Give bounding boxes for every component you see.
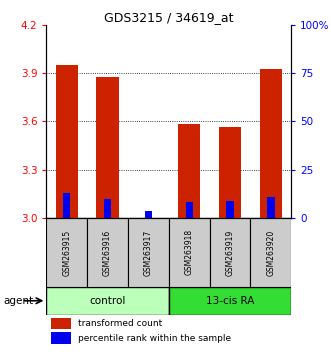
- Bar: [178, 124, 201, 218]
- Bar: [46, 287, 169, 315]
- Text: GSM263917: GSM263917: [144, 229, 153, 275]
- Text: transformed count: transformed count: [78, 319, 163, 328]
- Bar: [226, 201, 234, 218]
- Bar: [210, 218, 251, 287]
- Text: percentile rank within the sample: percentile rank within the sample: [78, 334, 231, 343]
- Bar: [169, 287, 291, 315]
- Bar: [87, 218, 128, 287]
- Bar: [186, 202, 193, 218]
- Text: control: control: [89, 296, 126, 306]
- Bar: [104, 199, 111, 218]
- Bar: [128, 218, 169, 287]
- Bar: [51, 332, 71, 344]
- Bar: [169, 218, 210, 287]
- Title: GDS3215 / 34619_at: GDS3215 / 34619_at: [104, 11, 234, 24]
- Text: 13-cis RA: 13-cis RA: [206, 296, 254, 306]
- Bar: [46, 218, 87, 287]
- Bar: [51, 318, 71, 329]
- Bar: [267, 197, 274, 218]
- Text: GSM263916: GSM263916: [103, 229, 112, 275]
- Text: agent: agent: [3, 296, 33, 306]
- Text: GSM263918: GSM263918: [185, 229, 194, 275]
- Bar: [63, 193, 71, 218]
- Bar: [260, 69, 282, 218]
- Bar: [96, 77, 119, 218]
- Text: GSM263915: GSM263915: [62, 229, 71, 275]
- Bar: [251, 218, 291, 287]
- Bar: [145, 211, 152, 218]
- Bar: [56, 65, 78, 218]
- Text: GSM263920: GSM263920: [266, 229, 275, 275]
- Text: GSM263919: GSM263919: [225, 229, 235, 275]
- Bar: [219, 127, 241, 218]
